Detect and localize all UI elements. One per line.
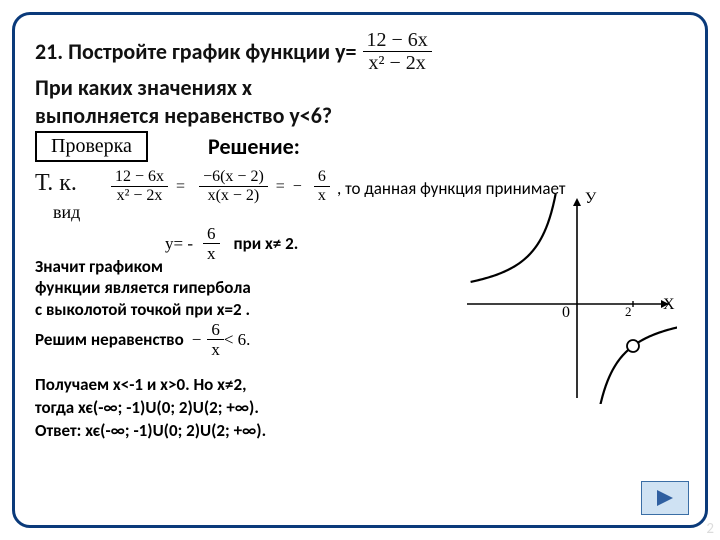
problem-title: 21. Постройте график функции у= 12 − 6x … bbox=[35, 29, 685, 129]
since-label: Т. к. bbox=[35, 170, 77, 197]
title-line3: выполняется неравенство у<6? bbox=[35, 102, 685, 130]
page-number: 2 bbox=[706, 520, 714, 538]
tick-2: 2 bbox=[625, 304, 632, 320]
play-icon bbox=[654, 488, 676, 508]
slide-frame: 21. Постройте график функции у= 12 − 6x … bbox=[12, 12, 708, 528]
title-fraction: 12 − 6x x² − 2x bbox=[363, 29, 432, 74]
next-button[interactable] bbox=[641, 481, 689, 515]
x-axis-label: Х bbox=[663, 296, 675, 314]
vid-label: вид bbox=[53, 202, 80, 223]
graph-svg bbox=[457, 194, 677, 404]
solution-label: Решение: bbox=[208, 133, 300, 160]
title-line2: При каких значениях х bbox=[35, 74, 685, 102]
check-button[interactable]: Проверка bbox=[35, 131, 148, 162]
origin-label: 0 bbox=[562, 304, 570, 322]
y-axis-label: У bbox=[585, 190, 596, 208]
equation-chain: 12 − 6xx² − 2x = −6(x − 2)x(x − 2) = − 6… bbox=[105, 168, 330, 205]
answer-block: Получаем х<-1 и х>0. Но х≠2, тогда хє(-∞… bbox=[35, 374, 266, 443]
title-line1: 21. Постройте график функции у= bbox=[35, 38, 357, 66]
explanation-para: Значит графиком функции является гипербо… bbox=[35, 256, 251, 359]
function-graph: У Х 0 2 bbox=[457, 194, 677, 404]
